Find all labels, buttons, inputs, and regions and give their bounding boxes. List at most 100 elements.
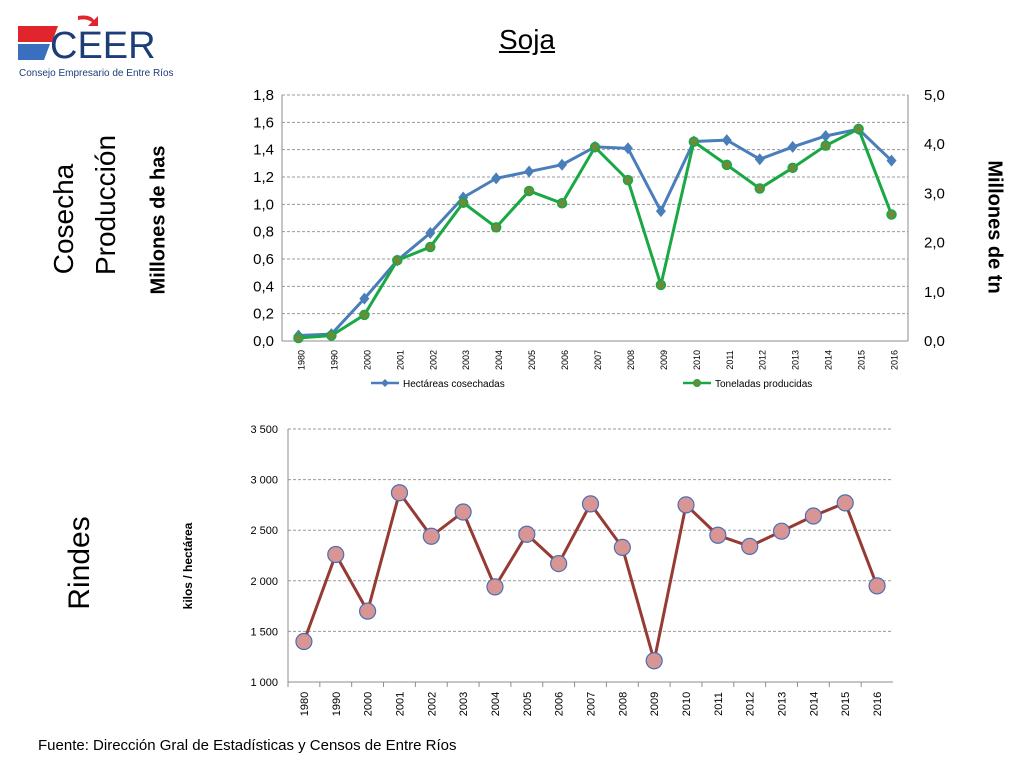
data-point-toneladas	[425, 241, 436, 253]
data-point-hectareas	[557, 158, 568, 171]
y-tick-label: 2 500	[250, 525, 278, 537]
x-tick-label: 2001	[394, 692, 406, 716]
x-tick-label: 2004	[490, 692, 502, 716]
data-point-rindes	[804, 507, 822, 525]
source-note: Fuente: Dirección Gral de Estadísticas y…	[38, 737, 457, 754]
y-tick-label-right: 0,0	[924, 333, 945, 350]
logo-swoosh-red	[18, 26, 58, 42]
legend-label-toneladas: Toneladas producidas	[715, 379, 812, 390]
data-point-rindes	[550, 554, 568, 573]
data-point-toneladas	[556, 197, 568, 209]
logo-text: CEER	[50, 25, 156, 67]
x-tick-label: 2003	[461, 350, 471, 370]
data-point-hectareas	[787, 140, 798, 153]
y-tick-label-left: 0,0	[253, 333, 274, 350]
data-point-rindes	[422, 527, 440, 545]
y-tick-label-left: 0,6	[253, 251, 274, 268]
x-tick-label: 2002	[428, 350, 438, 370]
x-tick-label: 2013	[777, 692, 789, 716]
y-tick-label-right: 1,0	[924, 284, 945, 301]
data-point-toneladas	[787, 162, 798, 174]
x-tick-label: 2008	[617, 692, 629, 716]
data-point-toneladas	[853, 123, 864, 135]
x-tick-label: 2006	[560, 350, 570, 370]
y-tick-label-right: 4,0	[924, 136, 945, 153]
x-tick-label: 2001	[395, 350, 405, 370]
data-point-rindes	[868, 577, 886, 595]
y-tick-label-left: 1,4	[253, 142, 274, 159]
x-tick-label: 2010	[681, 692, 693, 716]
y-tick-label: 1 500	[250, 626, 278, 638]
x-tick-label: 2013	[791, 350, 801, 370]
x-tick-label: 2016	[872, 692, 884, 716]
data-point-rindes	[709, 526, 727, 544]
x-tick-label: 2014	[824, 350, 834, 370]
x-tick-label: 2012	[745, 692, 757, 716]
x-tick-label: 1990	[331, 692, 343, 716]
x-tick-label: 1980	[296, 350, 306, 370]
x-tick-label: 2011	[725, 350, 735, 369]
data-point-hectareas	[524, 165, 535, 178]
x-tick-label: 2004	[494, 350, 504, 370]
y-tick-label-right: 3,0	[924, 185, 945, 202]
data-point-rindes	[390, 484, 409, 502]
x-tick-label: 2015	[857, 350, 867, 370]
data-point-toneladas	[490, 222, 502, 233]
data-point-rindes	[677, 496, 695, 514]
y-tick-label: 3 000	[250, 475, 278, 487]
x-tick-label: 2008	[626, 350, 636, 370]
y-tick-label-left: 1,8	[253, 87, 274, 104]
page-title: Soja	[498, 24, 556, 55]
data-point-rindes	[327, 545, 345, 564]
data-point-toneladas	[886, 209, 897, 220]
x-tick-label: 2005	[522, 692, 534, 716]
x-tick-label: 2014	[808, 692, 820, 716]
y-tick-label: 3 500	[250, 424, 278, 436]
data-point-hectareas	[886, 154, 897, 167]
y-tick-label: 1 000	[250, 677, 278, 689]
data-point-hectareas	[655, 205, 666, 218]
y-tick-label-left: 1,0	[253, 196, 274, 213]
x-tick-label: 2012	[758, 350, 768, 370]
data-point-toneladas	[820, 140, 831, 151]
data-point-rindes	[454, 503, 472, 521]
x-tick-label: 2000	[363, 692, 375, 716]
x-tick-label: 2011	[713, 692, 725, 716]
x-tick-label: 2007	[593, 350, 603, 370]
logo-arrow-icon	[78, 15, 98, 26]
x-tick-label: 2002	[426, 692, 438, 716]
data-point-toneladas	[457, 197, 469, 208]
data-point-toneladas	[326, 330, 337, 341]
data-point-toneladas	[392, 255, 403, 266]
data-point-hectareas	[491, 172, 502, 185]
data-point-hectareas	[622, 142, 633, 155]
x-tick-label: 2006	[554, 692, 566, 716]
data-point-rindes	[518, 525, 536, 543]
series-line-toneladas	[298, 126, 893, 340]
data-point-rindes	[581, 495, 600, 513]
y-tick-label-left: 0,8	[253, 224, 274, 241]
y-tick-label-left: 0,2	[253, 306, 274, 323]
logo-swoosh-blue	[18, 44, 50, 60]
data-point-toneladas	[655, 279, 667, 291]
x-tick-label: 2009	[659, 350, 669, 370]
ceer-logo: CEER	[18, 15, 156, 67]
data-point-rindes	[486, 578, 504, 596]
y-tick-label-right: 5,0	[924, 87, 945, 104]
x-tick-label: 2016	[890, 350, 900, 370]
y-tick-label-left: 1,6	[253, 114, 274, 131]
x-tick-label: 1980	[299, 692, 311, 716]
data-point-hectareas	[820, 130, 831, 142]
data-point-toneladas	[754, 183, 765, 194]
data-point-hectareas	[754, 153, 765, 166]
x-tick-label: 2009	[649, 692, 661, 716]
data-point-rindes	[772, 522, 791, 540]
data-point-rindes	[836, 494, 854, 512]
legend-marker-toneladas	[693, 379, 701, 387]
x-tick-label: 1990	[329, 350, 339, 370]
x-tick-label: 2000	[362, 350, 372, 370]
logo-subtitle: Consejo Empresario de Entre Ríos	[19, 68, 174, 79]
data-point-rindes	[645, 652, 663, 670]
data-point-hectareas	[425, 227, 436, 240]
